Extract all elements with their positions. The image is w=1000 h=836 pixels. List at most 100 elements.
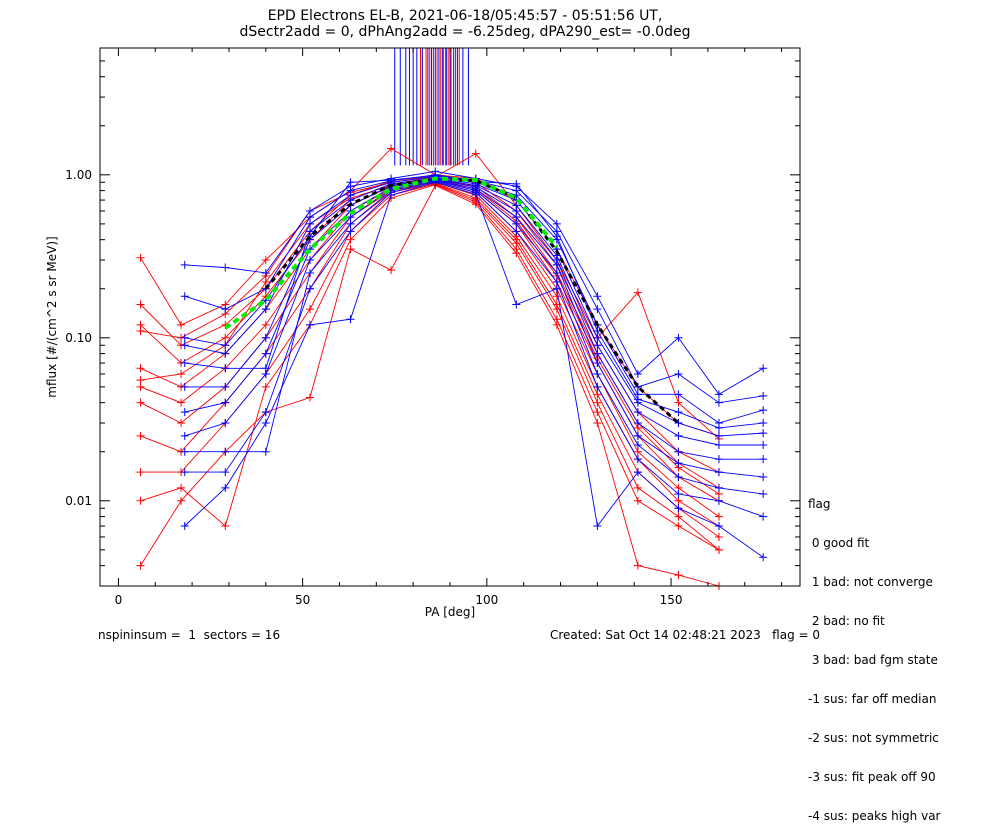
- blue-sweep-point: [759, 391, 768, 400]
- y-tick-label: 1.00: [65, 168, 92, 182]
- blue-sweep-point: [593, 349, 602, 358]
- blue-sweep-point: [633, 419, 642, 428]
- blue-sweep-point: [346, 219, 355, 228]
- blue-sweep-point: [552, 260, 561, 269]
- blue-sweep-point: [593, 341, 602, 350]
- blue-sweep-point: [261, 447, 270, 456]
- blue-sweep-point: [261, 305, 270, 314]
- blue-sweep-point: [221, 364, 230, 373]
- blue-sweep-point: [221, 305, 230, 314]
- blue-sweep-point: [306, 219, 314, 228]
- blue-sweep-point: [593, 522, 602, 531]
- red-sweep-point: [593, 419, 602, 428]
- blue-sweep-line: [184, 179, 764, 478]
- x-tick-label: 100: [475, 593, 498, 607]
- blue-sweep-point: [633, 455, 642, 464]
- red-sweep-point: [714, 545, 723, 554]
- red-sweep-point: [261, 256, 270, 265]
- blue-sweep-point: [593, 382, 602, 391]
- blue-sweep-point: [306, 284, 314, 293]
- blue-sweep-point: [552, 268, 561, 277]
- blue-sweep-point: [221, 263, 230, 272]
- blue-sweep-point: [759, 512, 768, 521]
- red-sweep-point: [136, 300, 145, 309]
- blue-sweep-point: [674, 431, 683, 440]
- blue-sweep-point: [593, 333, 602, 342]
- blue-sweep-point: [633, 440, 642, 449]
- blue-sweep-point: [714, 440, 723, 449]
- legend-item: 1 bad: not converge: [808, 575, 933, 589]
- x-tick-label: 150: [660, 593, 683, 607]
- blue-sweep-point: [306, 256, 314, 265]
- red-sweep-point: [593, 390, 602, 399]
- red-sweep-line: [140, 178, 720, 495]
- red-sweep-point: [387, 266, 396, 275]
- y-tick-label: 0.01: [65, 494, 92, 508]
- blue-sweep-point: [674, 333, 683, 342]
- red-sweep-point: [306, 393, 314, 402]
- blue-sweep-line: [184, 170, 764, 395]
- blue-sweep-point: [714, 522, 723, 531]
- legend-title: flag: [808, 497, 831, 511]
- blue-sweep-line: [184, 178, 764, 460]
- red-sweep-line: [140, 179, 720, 502]
- red-sweep-point: [136, 431, 145, 440]
- blue-sweep-point: [180, 292, 189, 301]
- red-sweep-line: [140, 181, 720, 527]
- blue-sweep-point: [714, 390, 723, 399]
- blue-sweep-point: [180, 468, 189, 477]
- red-sweep-point: [177, 419, 186, 428]
- blue-sweep-point: [593, 369, 602, 378]
- axes-group: 0 50 100 150 0.01 0.10 1.00: [65, 47, 800, 607]
- red-sweep-point: [136, 382, 145, 391]
- red-sweep-point: [177, 483, 186, 492]
- red-sweep-line: [140, 184, 720, 551]
- blue-sweep-point: [512, 213, 521, 222]
- blue-sweep-point: [306, 213, 314, 222]
- red-sweep-point: [177, 398, 186, 407]
- blue-sweep-point: [261, 333, 270, 342]
- red-sweep-point: [136, 496, 145, 505]
- blue-sweep-point: [593, 292, 602, 301]
- blue-sweep-point: [306, 232, 314, 241]
- red-sweep-point: [674, 398, 683, 407]
- blue-sweep-point: [180, 333, 189, 342]
- red-sweep-point: [714, 532, 723, 541]
- blue-sweep-point: [714, 398, 723, 407]
- blue-sweep-point: [633, 395, 642, 404]
- blue-sweep-point: [759, 440, 768, 449]
- blue-sweep-point: [674, 459, 683, 468]
- red-sweep-point: [512, 249, 521, 258]
- red-sweep-group: [136, 144, 723, 590]
- blue-sweep-point: [387, 191, 396, 200]
- red-sweep-point: [261, 382, 270, 391]
- blue-sweep-point: [674, 447, 683, 456]
- red-sweep-point: [136, 327, 145, 336]
- x-tick-label: 50: [295, 593, 310, 607]
- blue-sweep-point: [593, 359, 602, 368]
- red-sweep-point: [633, 483, 642, 492]
- blue-sweep-group: [180, 167, 768, 562]
- red-sweep-point: [136, 561, 145, 570]
- blue-sweep-point: [674, 419, 683, 428]
- blue-sweep-point: [180, 408, 189, 417]
- blue-sweep-point: [552, 232, 561, 241]
- footer-info-right: Created: Sat Oct 14 02:48:21 2023 flag =…: [550, 628, 821, 642]
- blue-sweep-point: [180, 341, 189, 350]
- blue-sweep-point: [180, 522, 189, 531]
- blue-sweep-point: [759, 472, 768, 481]
- blue-sweep-point: [221, 468, 230, 477]
- blue-sweep-point: [759, 553, 768, 562]
- y-tick-label: 0.10: [65, 331, 92, 345]
- blue-sweep-point: [759, 419, 768, 428]
- red-sweep-point: [674, 496, 683, 505]
- red-sweep-point: [261, 277, 270, 286]
- blue-sweep-point: [387, 175, 396, 184]
- red-sweep-point: [471, 149, 480, 158]
- blue-sweep-point: [759, 455, 768, 464]
- blue-sweep-point: [346, 213, 355, 222]
- y-axis-label: mflux [#/(cm^2 s sr MeV)]: [45, 236, 59, 397]
- x-axis-label: PA [deg]: [425, 605, 475, 619]
- blue-sweep-point: [633, 431, 642, 440]
- blue-sweep-point: [346, 315, 355, 324]
